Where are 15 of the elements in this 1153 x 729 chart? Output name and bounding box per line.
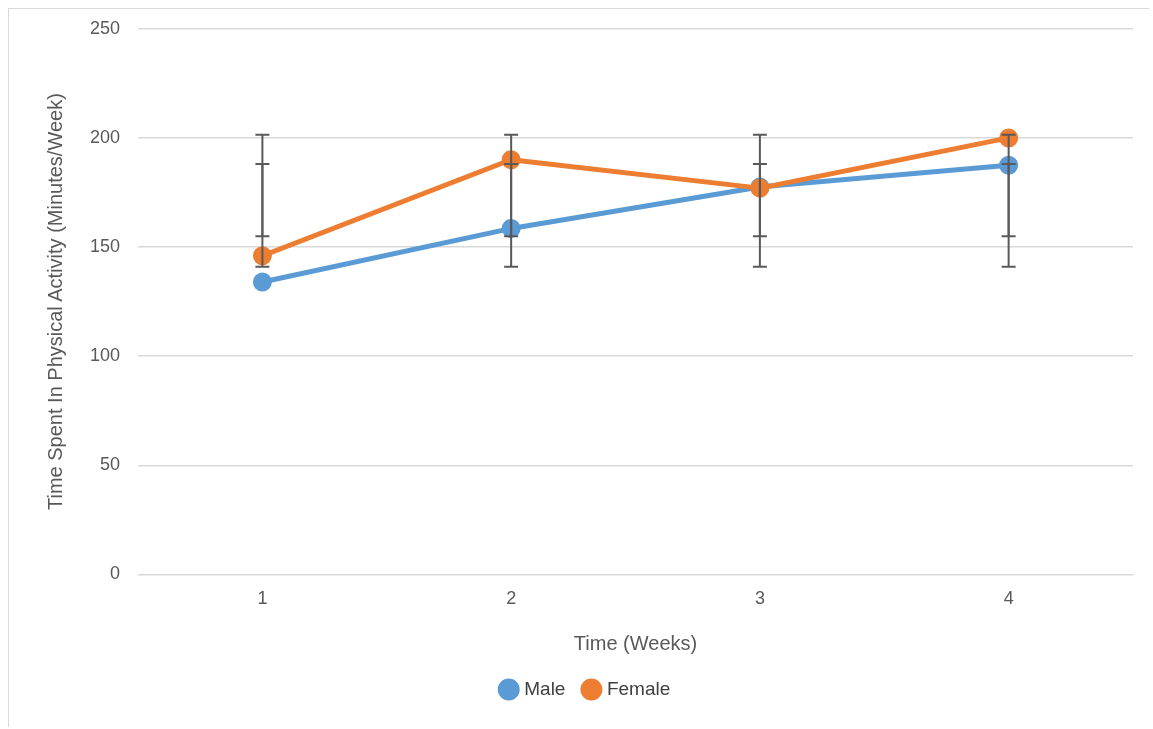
y-tick-label: 100 xyxy=(89,345,121,366)
point xyxy=(252,272,272,292)
y-axis-title: Time Spent In Physical Activity (Minutes/Week) xyxy=(43,93,66,511)
x-tick-label: 3 xyxy=(754,588,765,609)
x-axis-title: Time (Weeks) xyxy=(573,631,698,654)
x-tick-label: 2 xyxy=(506,588,517,609)
y-tick-label: 0 xyxy=(110,563,121,584)
legend-label: Female xyxy=(606,677,671,699)
y-tick-label: 200 xyxy=(89,126,121,147)
legend-label: Male xyxy=(524,677,566,699)
x-tick-label: 4 xyxy=(1003,588,1014,609)
y-tick-label: 250 xyxy=(89,17,121,38)
y-tick-label: 50 xyxy=(100,454,121,475)
y-tick-label: 150 xyxy=(89,236,121,257)
x-tick-label: 1 xyxy=(257,588,268,609)
